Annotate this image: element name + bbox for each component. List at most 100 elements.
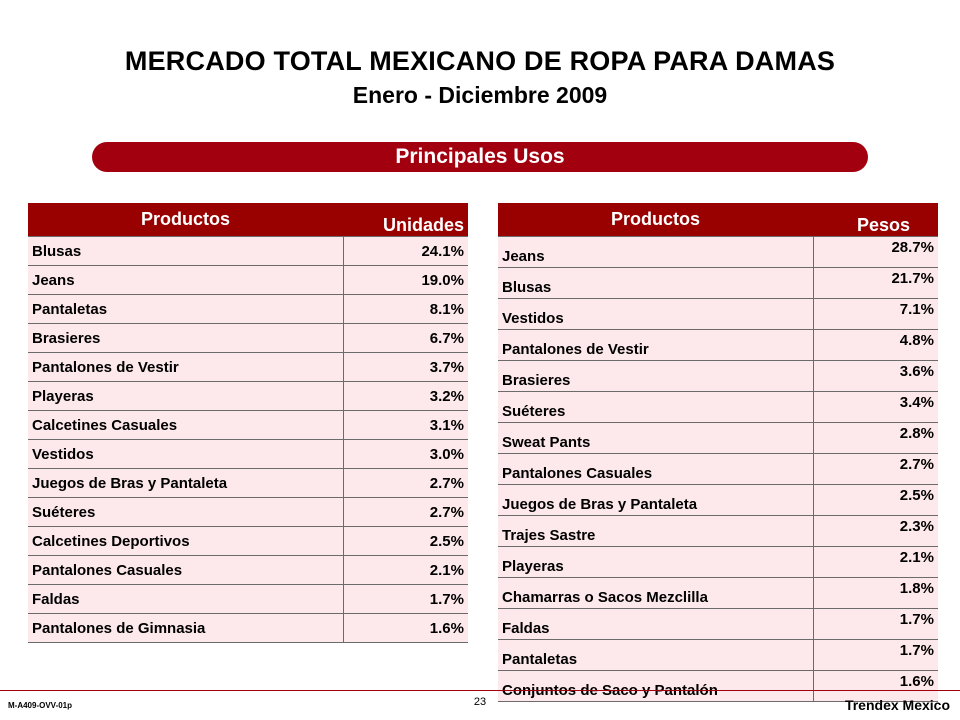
units-value-cell: 2.5% (342, 526, 468, 556)
pesos-table-row: Suéteres 3.4% (498, 391, 938, 423)
pesos-product-cell: Jeans (498, 236, 813, 268)
page-subtitle: Enero - Diciembre 2009 (352, 82, 608, 108)
pesos-value-cell: 4.8% (812, 329, 938, 361)
units-table-row: Brasieres 6.7% (28, 323, 468, 353)
units-table-row: Blusas 24.1% (28, 236, 468, 266)
pesos-table-row: Chamarras o Sacos Mezclilla 1.8% (498, 577, 938, 609)
pesos-product-cell: Brasieres (498, 360, 813, 392)
units-product-cell: Calcetines Casuales (28, 410, 343, 440)
pesos-table-row: Vestidos 7.1% (498, 298, 938, 330)
units-product-cell: Jeans (28, 265, 343, 295)
units-product-cell: Pantaletas (28, 294, 343, 324)
units-table-row: Calcetines Casuales 3.1% (28, 410, 468, 440)
pesos-product-cell: Suéteres (498, 391, 813, 423)
pesos-header-productos: Productos (498, 203, 813, 237)
units-value-cell: 3.1% (342, 410, 468, 440)
units-value-cell: 1.7% (342, 584, 468, 614)
pesos-product-cell: Vestidos (498, 298, 813, 330)
units-product-cell: Pantalones Casuales (28, 555, 343, 585)
units-table-row: Playeras 3.2% (28, 381, 468, 411)
pesos-table-row: Brasieres 3.6% (498, 360, 938, 392)
pesos-table-row: Pantalones Casuales 2.7% (498, 453, 938, 485)
pesos-table-row: Conjuntos de Saco y Pantalón 1.6% (498, 670, 938, 702)
pesos-product-cell: Pantalones Casuales (498, 453, 813, 485)
pesos-product-cell: Playeras (498, 546, 813, 578)
units-value-cell: 2.1% (342, 555, 468, 585)
pesos-product-cell: Faldas (498, 608, 813, 640)
units-product-cell: Brasieres (28, 323, 343, 353)
pesos-value-cell: 3.6% (812, 360, 938, 392)
units-table-row: Suéteres 2.7% (28, 497, 468, 527)
pesos-value-cell: 7.1% (812, 298, 938, 330)
pesos-value-cell: 21.7% (812, 267, 938, 299)
pesos-table-row: Blusas 21.7% (498, 267, 938, 299)
units-table-row: Juegos de Bras y Pantaleta 2.7% (28, 468, 468, 498)
units-table-header-row: Productos Unidades (28, 203, 468, 237)
units-value-cell: 24.1% (342, 236, 468, 266)
pesos-value-cell: 1.7% (812, 608, 938, 640)
section-banner: Principales Usos (92, 142, 868, 172)
units-table-row: Pantalones de Vestir 3.7% (28, 352, 468, 382)
pesos-table-row: Trajes Sastre 2.3% (498, 515, 938, 547)
page-title: MERCADO TOTAL MEXICANO DE ROPA PARA DAMA… (124, 46, 836, 76)
units-value-cell: 1.6% (342, 613, 468, 643)
pesos-product-cell: Blusas (498, 267, 813, 299)
page-number: 23 (473, 696, 487, 708)
pesos-product-cell: Juegos de Bras y Pantaleta (498, 484, 813, 516)
units-table-row: Faldas 1.7% (28, 584, 468, 614)
units-table-row: Pantalones Casuales 2.1% (28, 555, 468, 585)
pesos-product-cell: Sweat Pants (498, 422, 813, 454)
pesos-table-row: Juegos de Bras y Pantaleta 2.5% (498, 484, 938, 516)
footer-brand: Trendex Mexico (844, 697, 950, 713)
units-header-productos: Productos (28, 203, 343, 237)
pesos-table-row: Pantalones de Vestir 4.8% (498, 329, 938, 361)
pesos-table-row: Jeans 28.7% (498, 236, 938, 268)
pesos-table-header-row: Productos Pesos (498, 203, 938, 237)
units-table: Productos Unidades Blusas 24.1% Jeans 19.0%… (28, 203, 468, 643)
pesos-product-cell: Pantalones de Vestir (498, 329, 813, 361)
units-product-cell: Faldas (28, 584, 343, 614)
units-value-cell: 6.7% (342, 323, 468, 353)
units-value-cell: 8.1% (342, 294, 468, 324)
units-product-cell: Pantalones de Vestir (28, 352, 343, 382)
units-header-unidades: Unidades (343, 203, 468, 237)
pesos-value-cell: 28.7% (812, 236, 938, 268)
units-product-cell: Playeras (28, 381, 343, 411)
pesos-table-row: Pantaletas 1.7% (498, 639, 938, 671)
units-product-cell: Juegos de Bras y Pantaleta (28, 468, 343, 498)
pesos-value-cell: 2.3% (812, 515, 938, 547)
units-product-cell: Suéteres (28, 497, 343, 527)
pesos-table-row: Sweat Pants 2.8% (498, 422, 938, 454)
pesos-value-cell: 3.4% (812, 391, 938, 423)
pesos-product-cell: Chamarras o Sacos Mezclilla (498, 577, 813, 609)
units-table-row: Pantaletas 8.1% (28, 294, 468, 324)
units-product-cell: Vestidos (28, 439, 343, 469)
units-value-cell: 2.7% (342, 468, 468, 498)
units-product-cell: Pantalones de Gimnasia (28, 613, 343, 643)
units-product-cell: Calcetines Deportivos (28, 526, 343, 556)
units-table-row: Vestidos 3.0% (28, 439, 468, 469)
footer-code: M-A409-OVV-01p (8, 701, 73, 710)
units-value-cell: 3.2% (342, 381, 468, 411)
units-value-cell: 3.0% (342, 439, 468, 469)
units-value-cell: 3.7% (342, 352, 468, 382)
pesos-value-cell: 1.6% (812, 670, 938, 702)
pesos-table-row: Playeras 2.1% (498, 546, 938, 578)
pesos-value-cell: 1.8% (812, 577, 938, 609)
units-table-row: Jeans 19.0% (28, 265, 468, 295)
pesos-value-cell: 2.5% (812, 484, 938, 516)
units-table-row: Pantalones de Gimnasia 1.6% (28, 613, 468, 643)
footer-divider (0, 690, 960, 691)
units-product-cell: Blusas (28, 236, 343, 266)
pesos-header-pesos: Pesos (813, 203, 938, 237)
pesos-product-cell: Pantaletas (498, 639, 813, 671)
units-table-row: Calcetines Deportivos 2.5% (28, 526, 468, 556)
pesos-product-cell: Trajes Sastre (498, 515, 813, 547)
pesos-product-cell: Conjuntos de Saco y Pantalón (498, 670, 813, 702)
pesos-table: Productos Pesos Jeans 28.7% Blusas 21.7% Ves… (498, 203, 938, 702)
pesos-table-row: Faldas 1.7% (498, 608, 938, 640)
pesos-value-cell: 2.8% (812, 422, 938, 454)
pesos-value-cell: 2.7% (812, 453, 938, 485)
units-value-cell: 2.7% (342, 497, 468, 527)
pesos-value-cell: 1.7% (812, 639, 938, 671)
